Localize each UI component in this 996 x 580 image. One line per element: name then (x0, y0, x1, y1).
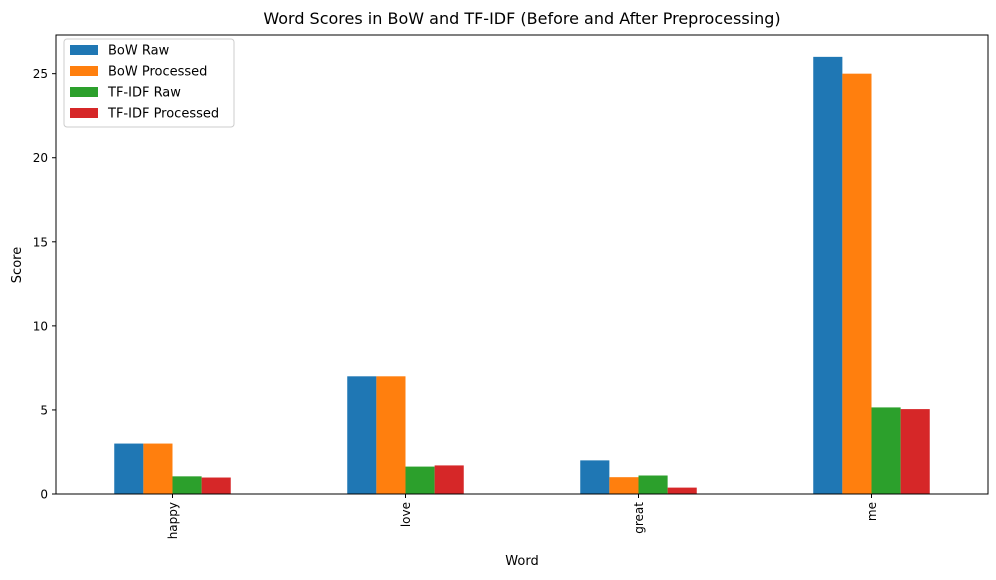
y-tick-label: 5 (40, 403, 48, 417)
series-2-bars (143, 73, 872, 495)
bar-love-series-1 (347, 376, 377, 494)
bar-great-series-1 (580, 460, 610, 494)
legend-swatch-3 (70, 87, 98, 97)
y-tick-label: 10 (33, 319, 48, 333)
bar-happy-series-1 (114, 443, 144, 494)
legend-label-2: BoW Processed (108, 65, 207, 80)
series-4-bars (201, 409, 930, 494)
bar-me-series-1 (813, 56, 843, 494)
bar-happy-series-2 (143, 443, 173, 494)
legend-swatch-4 (70, 108, 98, 118)
y-axis-label: Score (10, 247, 25, 283)
legend-label-3: TF-IDF Raw (107, 86, 181, 101)
bars-layer (114, 56, 930, 495)
y-tick-label: 15 (33, 235, 48, 249)
x-tick-label-happy: happy (166, 502, 180, 539)
x-tick-label-me: me (865, 502, 879, 521)
bar-me-series-3 (871, 407, 901, 494)
y-tick-label: 20 (33, 151, 48, 165)
x-tick-label-great: great (632, 502, 646, 534)
y-tick-label: 0 (40, 488, 48, 502)
bar-me-series-2 (842, 73, 872, 495)
bar-happy-series-4 (201, 477, 231, 494)
legend-swatch-1 (70, 45, 98, 55)
bar-great-series-3 (638, 475, 668, 494)
x-tick-label-love: love (399, 502, 413, 527)
legend-swatch-2 (70, 66, 98, 76)
chart-title: Word Scores in BoW and TF-IDF (Before an… (263, 9, 780, 28)
legend-box (63, 38, 235, 128)
series-1-bars (114, 56, 843, 494)
axes-layer: 0 5 10 15 20 25 happy love great me (33, 34, 989, 539)
legend-label-1: BoW Raw (108, 44, 170, 59)
bar-great-series-4 (667, 487, 697, 494)
legend: BoW Raw BoW Processed TF-IDF Raw TF-IDF Pro… (63, 38, 235, 128)
y-tick-label: 25 (33, 67, 48, 81)
bar-love-series-3 (405, 466, 435, 494)
series-3-bars (172, 407, 901, 494)
bar-love-series-4 (434, 465, 464, 494)
bar-love-series-2 (376, 376, 406, 494)
plot-frame (55, 34, 989, 495)
x-axis-label: Word (505, 554, 538, 569)
legend-label-4: TF-IDF Processed (107, 107, 219, 122)
bar-happy-series-3 (172, 476, 202, 494)
bar-great-series-2 (609, 477, 639, 494)
bar-me-series-4 (900, 409, 930, 494)
